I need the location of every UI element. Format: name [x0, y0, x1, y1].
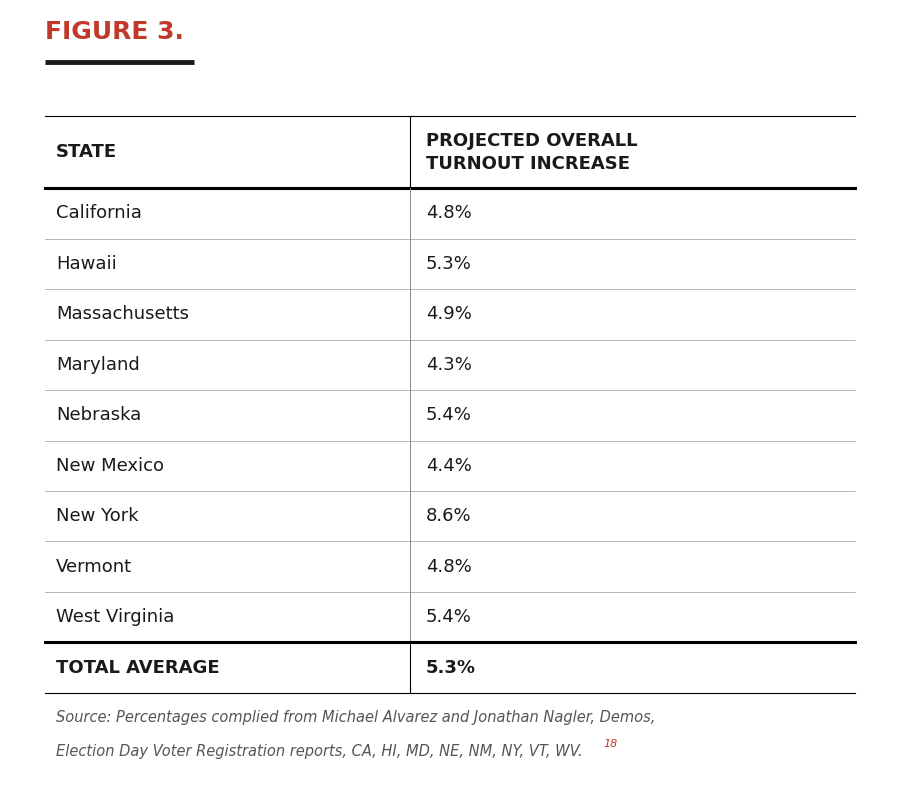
Text: California: California [56, 204, 141, 223]
Text: TOTAL AVERAGE: TOTAL AVERAGE [56, 658, 220, 677]
Text: 5.4%: 5.4% [426, 608, 472, 626]
Text: 18: 18 [603, 739, 617, 748]
Text: Maryland: Maryland [56, 356, 140, 374]
Text: Hawaii: Hawaii [56, 255, 117, 273]
Text: New York: New York [56, 507, 139, 525]
Text: 8.6%: 8.6% [426, 507, 472, 525]
Text: West Virginia: West Virginia [56, 608, 175, 626]
Text: 5.3%: 5.3% [426, 255, 472, 273]
Text: Nebraska: Nebraska [56, 406, 141, 425]
Text: New Mexico: New Mexico [56, 457, 164, 475]
Text: PROJECTED OVERALL
TURNOUT INCREASE: PROJECTED OVERALL TURNOUT INCREASE [426, 131, 637, 173]
Text: 4.8%: 4.8% [426, 557, 472, 576]
Text: 4.3%: 4.3% [426, 356, 472, 374]
Text: STATE: STATE [56, 143, 117, 161]
Text: FIGURE 3.: FIGURE 3. [45, 20, 184, 44]
Text: 5.4%: 5.4% [426, 406, 472, 425]
Text: Election Day Voter Registration reports, CA, HI, MD, NE, NM, NY, VT, WV.: Election Day Voter Registration reports,… [56, 744, 582, 759]
Text: 4.4%: 4.4% [426, 457, 472, 475]
Text: Source: Percentages complied from Michael Alvarez and Jonathan Nagler, Demos,: Source: Percentages complied from Michae… [56, 710, 655, 726]
Text: Vermont: Vermont [56, 557, 132, 576]
Text: Massachusetts: Massachusetts [56, 305, 189, 324]
Text: 4.8%: 4.8% [426, 204, 472, 223]
Text: 4.9%: 4.9% [426, 305, 472, 324]
Text: 5.3%: 5.3% [426, 658, 476, 677]
